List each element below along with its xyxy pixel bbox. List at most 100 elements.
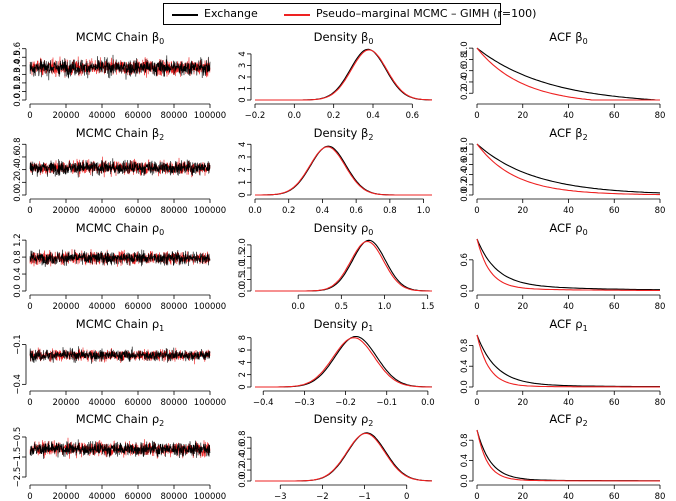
x-tick-label: 40000 (88, 398, 115, 408)
y-tick-label: 0.4 (460, 359, 470, 373)
panel-title: Density ρ1 (314, 317, 374, 333)
y-tick-label: 0.3 (13, 68, 23, 82)
x-tick-label: 80 (655, 206, 666, 216)
trace-series-0 (29, 54, 211, 81)
panel-trace-beta0: MCMC Chain β0 0 20000 40000 60000 80000 100000… (13, 30, 226, 121)
panel-trace-rho1: MCMC Chain ρ1 0 20000 40000 60000 80000 100000… (13, 317, 226, 408)
x-tick-label: 60 (609, 492, 620, 501)
panel-title: MCMC Chain ρ1 (76, 317, 164, 333)
density-series-0 (255, 239, 432, 292)
y-tick-label: 0.6 (238, 441, 248, 455)
x-tick-label: 80 (655, 111, 666, 121)
x-tick-label: 20 (517, 398, 528, 408)
panel-title: Density β2 (314, 126, 374, 142)
y-tick-label: 0.5 (13, 50, 23, 64)
legend-label-exchange: Exchange (204, 7, 258, 20)
trace-series-0 (29, 439, 211, 459)
panel-trace-beta2: MCMC Chain β2 0 20000 40000 60000 80000 100000… (13, 126, 226, 216)
panel-title: MCMC Chain β0 (76, 30, 165, 46)
x-tick-label: 0.4 (316, 206, 330, 216)
y-tick-label: 1.0 (238, 261, 248, 275)
y-tick-label: 0 (238, 97, 248, 102)
y-tick-label: 1.2 (13, 233, 23, 247)
x-tick-label: 0.4 (366, 111, 380, 121)
acf-series-1 (476, 47, 660, 101)
y-tick-label: 0.5 (238, 273, 248, 287)
x-tick-label: 40 (563, 302, 574, 312)
x-tick-label: 0.2 (282, 206, 296, 216)
y-tick-label: 0.6 (13, 150, 23, 164)
acf-series-0 (476, 334, 660, 388)
x-tick-label: 0 (27, 206, 32, 216)
y-tick-label: −0.5 (13, 427, 23, 448)
y-tick-label: 0.8 (460, 147, 470, 161)
acf-series-0 (476, 143, 661, 194)
y-tick-label: 1.5 (238, 250, 248, 264)
y-tick-label: 0.8 (13, 138, 23, 152)
y-tick-label: 1.0 (460, 137, 470, 151)
x-tick-label: 60 (609, 206, 620, 216)
x-tick-label: 20000 (52, 398, 79, 408)
x-tick-label: −0.3 (294, 398, 315, 408)
x-tick-label: 40000 (88, 302, 115, 312)
density-series-0 (255, 48, 432, 101)
acf-series-0 (476, 238, 660, 291)
panel-title: Density ρ2 (314, 412, 374, 428)
trace-series-0 (29, 346, 211, 364)
y-tick-label: 1 (238, 86, 248, 91)
x-tick-label: 60000 (124, 206, 151, 216)
x-tick-label: 80 (655, 398, 666, 408)
x-tick-label: −0.1 (376, 398, 397, 408)
y-tick-label: 0.2 (13, 76, 23, 90)
y-tick-label: 0.2 (13, 176, 23, 190)
panel-title: MCMC Chain ρ2 (76, 412, 164, 428)
x-tick-label: 0.0 (291, 302, 305, 312)
x-tick-label: 40000 (88, 206, 115, 216)
y-tick-label: 0.4 (460, 454, 470, 468)
density-series-1 (255, 240, 432, 292)
panel-density-rho0: Density ρ00.0 0.5 1.0 1.50.00.51.01.52.0 (238, 221, 434, 312)
density-series-1 (255, 49, 432, 101)
acf-series-0 (476, 47, 660, 101)
x-tick-label: 20000 (52, 206, 79, 216)
density-series-1 (255, 432, 432, 482)
y-tick-label: 0.8 (460, 433, 470, 447)
y-tick-label: 0.6 (460, 64, 470, 78)
x-tick-label: 40000 (88, 492, 115, 501)
acf-series-1 (476, 334, 660, 388)
y-tick-label: 0.4 (460, 168, 470, 182)
x-tick-label: 0.0 (248, 206, 262, 216)
x-tick-label: 100000 (194, 206, 226, 216)
x-tick-label: −0.2 (335, 398, 356, 408)
panel-acf-rho2: ACF ρ2 0 20 40 60 80 0.0 0.4 0.8 (460, 412, 665, 501)
x-tick-label: 0 (404, 492, 409, 501)
acf-series-1 (476, 143, 660, 196)
y-tick-label: 0.2 (238, 463, 248, 477)
x-tick-label: 80 (655, 302, 666, 312)
y-tick-label: 0.1 (13, 85, 23, 99)
panel-acf-rho0: ACF ρ0 0 20 40 60 80 0.0 0.6 (460, 221, 665, 312)
panel-title: MCMC Chain ρ0 (76, 221, 164, 237)
panel-title: Density β0 (314, 30, 374, 46)
x-tick-label: 40 (563, 111, 574, 121)
x-tick-label: 1.5 (421, 302, 435, 312)
x-tick-label: 0.6 (406, 111, 420, 121)
x-tick-label: 1.0 (417, 206, 431, 216)
panel-title: MCMC Chain β2 (76, 126, 165, 142)
y-tick-label: 0.8 (13, 250, 23, 264)
panel-title: ACF ρ1 (549, 317, 587, 333)
panel-density-beta2: Density β2 0.0 0.2 0.4 0.6 0.8 1.0 0 1 2 3 4 (238, 126, 432, 216)
y-tick-label: 1 (238, 180, 248, 185)
x-tick-label: 0.5 (335, 302, 349, 312)
x-tick-label: 80000 (160, 111, 187, 121)
panel-title: ACF β0 (549, 30, 587, 46)
x-tick-label: 60000 (124, 302, 151, 312)
panel-density-rho2: Density ρ2 −3 −2 −1 0 0.00.20.40.60.8 (238, 412, 433, 501)
x-tick-label: 80 (655, 492, 666, 501)
y-tick-label: 0.0 (460, 284, 470, 298)
y-tick-label: 6 (238, 347, 248, 352)
y-tick-label: 0.0 (13, 284, 23, 298)
density-series-1 (255, 146, 432, 196)
y-tick-label: 3 (238, 154, 248, 159)
